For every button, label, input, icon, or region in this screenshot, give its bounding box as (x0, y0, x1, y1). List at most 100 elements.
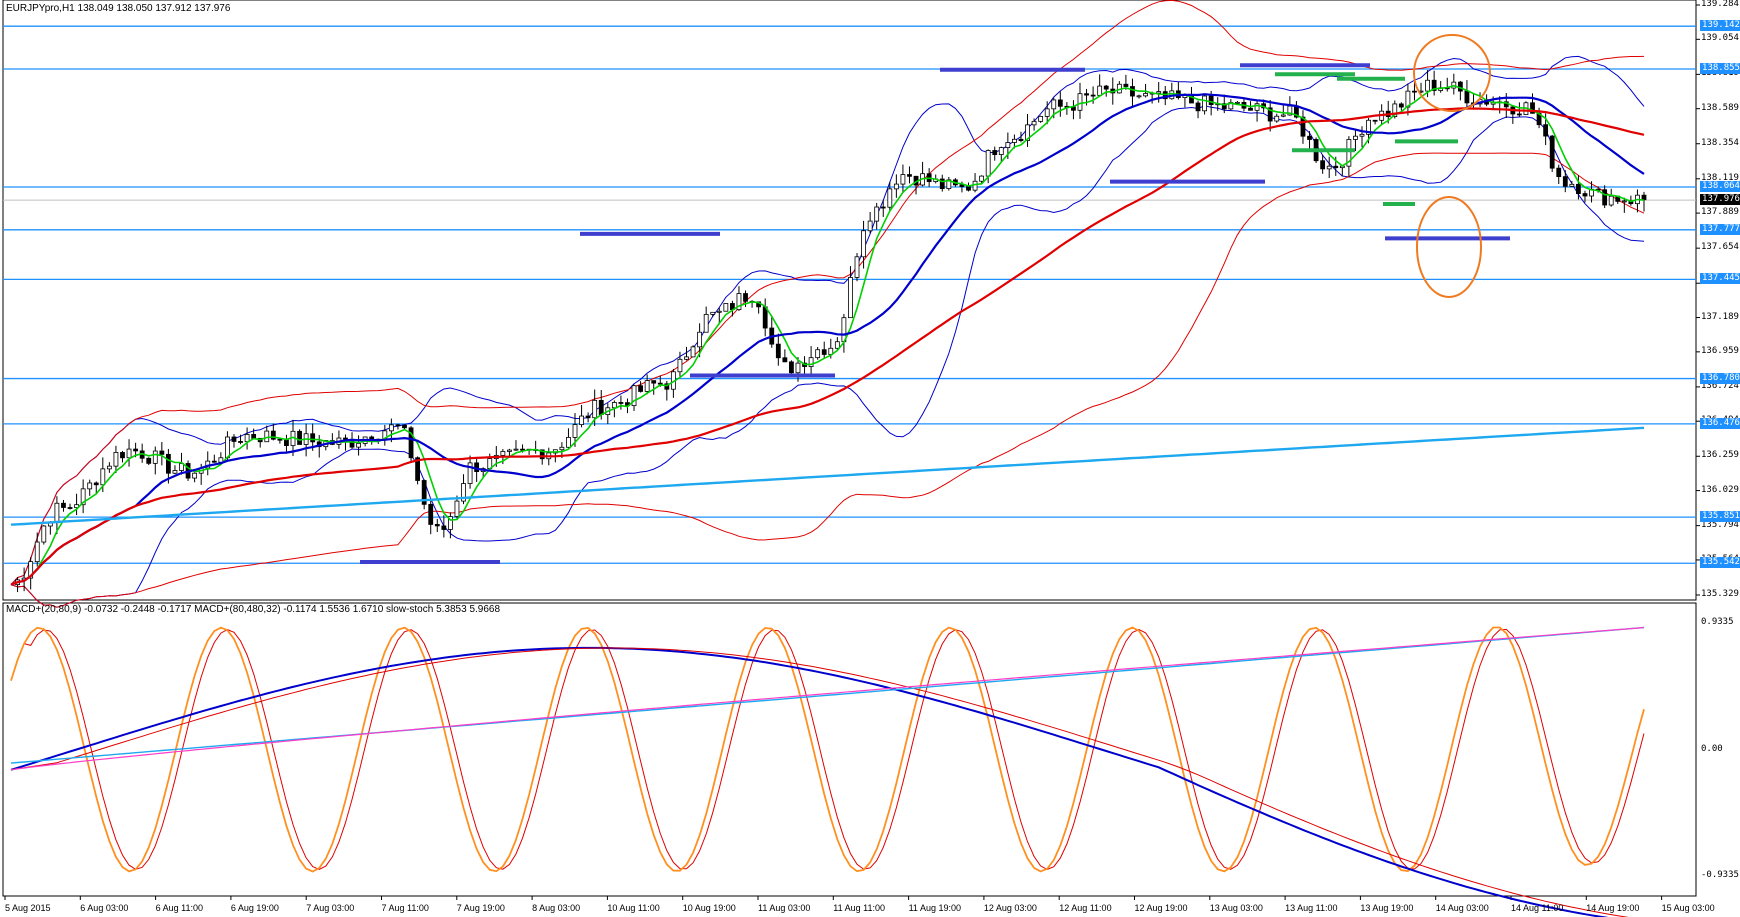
candle-body (1602, 189, 1608, 206)
candle-body (225, 436, 230, 459)
candle-body (1195, 102, 1201, 112)
candle-body (1346, 139, 1352, 167)
candle-body (736, 293, 742, 311)
candle-body (1012, 138, 1017, 143)
candle-body (1044, 108, 1050, 117)
candle-body (1130, 86, 1135, 97)
candle-body (343, 437, 348, 440)
candle-body (638, 385, 643, 392)
price-axis-label: 136.959 (1701, 345, 1739, 356)
candle-body (211, 460, 217, 463)
candle-body (854, 256, 860, 278)
candle-body (1097, 85, 1103, 96)
level-label: 139.142 (1700, 20, 1740, 32)
price-axis-label: 139.054 (1701, 33, 1739, 44)
candle-body (782, 357, 788, 363)
candle-body (1202, 95, 1207, 112)
candle-body (80, 488, 86, 506)
indicator-axis-label: 0.9335 (1701, 617, 1734, 627)
candle-body (159, 450, 165, 455)
candle-body (500, 451, 506, 456)
price-axis-label: 139.284 (1701, 0, 1739, 9)
indicator-title: MACD+(20,80,9) -0.0732 -0.2448 -0.1717 M… (6, 604, 501, 615)
candle-body (120, 452, 125, 459)
mid-ma-line (10, 93, 1645, 586)
candle-body (592, 399, 598, 419)
candle-body (1392, 103, 1398, 118)
price-axis-label: 136.029 (1701, 484, 1739, 495)
annotation-circle (1413, 34, 1491, 112)
candle-body (959, 184, 965, 187)
level-label: 138.855 (1700, 62, 1740, 74)
candle-body (421, 480, 427, 505)
candle-body (61, 502, 66, 508)
candle-body (434, 524, 440, 527)
price-axis-label: 135.329 (1701, 589, 1739, 599)
candle-body (93, 482, 99, 486)
candle-body (848, 277, 853, 319)
candle-body (907, 174, 912, 177)
candle-body (388, 424, 394, 432)
candle-body (664, 383, 670, 390)
candle-body (28, 561, 34, 579)
candle-body (572, 424, 578, 438)
time-axis-label: 6 Aug 11:00 (155, 903, 203, 913)
candle-body (1018, 138, 1024, 141)
price-axis-label: 138.354 (1701, 137, 1739, 148)
candle-body (821, 349, 827, 355)
candle-body (87, 482, 93, 490)
candle-body (723, 303, 729, 312)
time-axis-label: 13 Aug 19:00 (1360, 903, 1414, 913)
candle-body (716, 310, 722, 313)
candle-body (992, 150, 998, 155)
candle-body (507, 449, 512, 452)
candle-body (559, 446, 565, 451)
time-axis-label: 12 Aug 03:00 (983, 903, 1037, 913)
candle-body (998, 147, 1004, 155)
level-label: 136.476 (1700, 417, 1740, 429)
candle-body (192, 472, 198, 479)
candle-body (893, 183, 899, 190)
candle-body (1254, 103, 1260, 111)
candle-body (520, 448, 525, 451)
candle-body (1333, 165, 1339, 169)
candle-body (1084, 93, 1089, 96)
bollinger-lower-red (10, 152, 1645, 608)
candle-body (867, 220, 873, 232)
time-axis-label: 7 Aug 19:00 (456, 903, 505, 913)
level-label: 137.445 (1700, 273, 1740, 285)
candle-body (618, 402, 624, 404)
candle-body (1412, 90, 1417, 93)
candle-body (1300, 116, 1306, 137)
indicator-panel-frame (2, 602, 1697, 897)
candle-body (1274, 115, 1280, 122)
candle-body (415, 457, 421, 481)
candle-body (277, 438, 283, 441)
time-axis-label: 13 Aug 03:00 (1209, 903, 1263, 913)
candle-body (513, 448, 519, 451)
level-label: 135.542 (1700, 557, 1740, 569)
candle-body (1057, 99, 1063, 107)
candle-body (684, 356, 689, 360)
fast-ma-line (10, 84, 1645, 586)
candle-body (979, 175, 985, 182)
candle-body (566, 437, 571, 448)
candle-body (657, 382, 663, 385)
time-axis-label: 14 Aug 03:00 (1435, 903, 1489, 913)
candle-body (270, 430, 276, 440)
macd-slow-line (10, 626, 1645, 764)
time-axis-label: 8 Aug 03:00 (532, 903, 581, 913)
candle-body (1359, 133, 1365, 137)
candle-body (251, 434, 257, 439)
chart-title: EURJPYpro,H1 138.049 138.050 137.912 137… (6, 3, 231, 14)
candle-body (1221, 103, 1227, 110)
time-axis-label: 14 Aug 11:00 (1511, 903, 1564, 913)
price-axis-label: 137.189 (1701, 311, 1739, 322)
macd-slow-signal (10, 626, 1645, 771)
candle-body (775, 343, 781, 359)
bollinger-lower-blue (10, 105, 1645, 608)
candle-body (152, 450, 158, 464)
candle-body (834, 341, 840, 349)
